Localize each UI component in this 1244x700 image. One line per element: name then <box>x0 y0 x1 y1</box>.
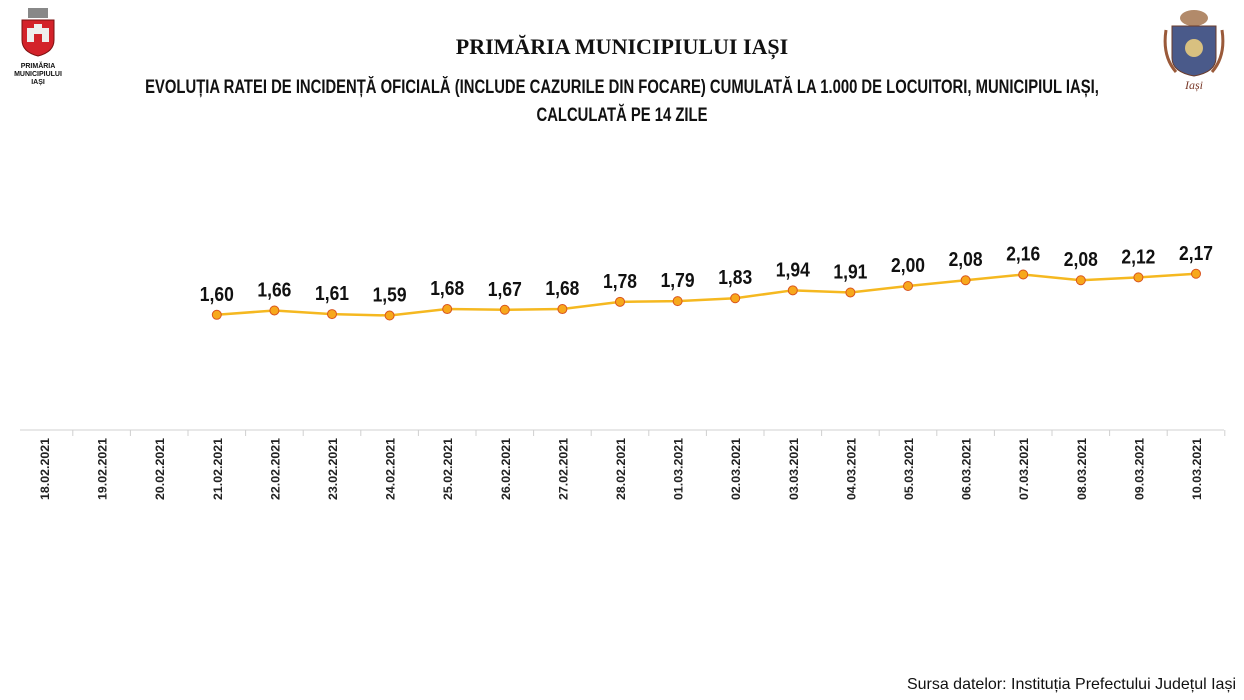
data-label: 1,67 <box>488 279 522 301</box>
x-tick-label: 09.03.2021 <box>1132 438 1146 500</box>
data-label: 1,66 <box>257 279 291 301</box>
data-label: 2,00 <box>891 255 925 277</box>
data-point <box>499 304 510 315</box>
x-tick-label: 04.03.2021 <box>844 438 858 500</box>
data-point <box>1018 269 1029 280</box>
x-tick-label: 02.03.2021 <box>729 438 743 500</box>
data-point <box>730 293 741 304</box>
x-tick-label: 06.03.2021 <box>960 438 974 500</box>
data-label: 2,17 <box>1179 243 1213 265</box>
x-tick-label: 19.02.2021 <box>96 438 110 500</box>
data-label: 2,08 <box>1064 249 1098 271</box>
data-label: 1,59 <box>373 285 407 307</box>
data-label: 1,60 <box>200 284 234 306</box>
x-tick-label: 24.02.2021 <box>384 438 398 500</box>
data-label: 2,16 <box>1006 243 1040 265</box>
iasi-coat-of-arms-icon <box>1163 10 1225 77</box>
data-point <box>787 285 798 296</box>
data-label: 2,08 <box>949 249 983 271</box>
data-point <box>845 287 856 298</box>
data-label: 1,68 <box>430 278 464 300</box>
x-tick-label: 05.03.2021 <box>902 438 916 500</box>
x-tick-label: 25.02.2021 <box>441 438 455 500</box>
iasi-logo: Iași <box>1162 6 1226 96</box>
data-label: 1,61 <box>315 283 349 305</box>
data-point <box>269 305 280 316</box>
data-point <box>903 281 913 291</box>
data-label: 1,79 <box>661 270 695 292</box>
data-point <box>1133 272 1144 283</box>
data-label: 1,91 <box>833 261 867 283</box>
data-label: 1,78 <box>603 271 637 293</box>
data-label: 1,83 <box>718 267 752 289</box>
x-tick-label: 20.02.2021 <box>153 438 167 500</box>
coat-of-arms-icon <box>21 8 55 57</box>
logo-right-text: Iași <box>1185 78 1203 92</box>
series-line <box>216 272 1197 317</box>
data-label: 1,94 <box>776 259 811 281</box>
page-title: PRIMĂRIA MUNICIPIULUI IAȘI <box>455 34 789 59</box>
data-point <box>327 309 337 320</box>
data-label: 1,68 <box>545 278 579 300</box>
x-tick-label: 23.02.2021 <box>326 438 340 500</box>
x-tick-label: 22.02.2021 <box>268 438 282 500</box>
x-tick-label: 28.02.2021 <box>614 438 628 500</box>
data-point <box>1191 268 1201 279</box>
data-point <box>211 309 222 320</box>
x-tick-label: 10.03.2021 <box>1190 438 1204 500</box>
data-label: 2,12 <box>1121 246 1155 268</box>
x-tick-label: 26.02.2021 <box>499 438 513 500</box>
city-hall-logo: PRIMĂRIA MUNICIPIULUI IAȘI <box>8 6 68 87</box>
data-point <box>672 296 683 307</box>
x-tick-label: 08.03.2021 <box>1075 438 1089 500</box>
x-tick-label: 27.02.2021 <box>556 438 570 500</box>
x-tick-label: 18.02.2021 <box>38 438 52 500</box>
data-point <box>442 304 453 315</box>
data-point <box>1075 275 1086 286</box>
x-tick-label: 21.02.2021 <box>211 438 225 500</box>
x-tick-label: 03.03.2021 <box>787 438 801 500</box>
data-point <box>384 310 395 321</box>
chart-title: EVOLUȚIA RATEI DE INCIDENȚĂ OFICIALĂ (IN… <box>145 77 1099 126</box>
data-point <box>557 304 568 315</box>
x-tick-label: 01.03.2021 <box>672 438 686 500</box>
source-note: Sursa datelor: Instituția Prefectului Ju… <box>906 676 1236 693</box>
data-point <box>960 275 971 286</box>
data-point <box>615 296 625 307</box>
x-tick-label: 07.03.2021 <box>1017 438 1031 500</box>
logo-left-text: PRIMĂRIA MUNICIPIULUI IAȘI <box>14 63 62 86</box>
